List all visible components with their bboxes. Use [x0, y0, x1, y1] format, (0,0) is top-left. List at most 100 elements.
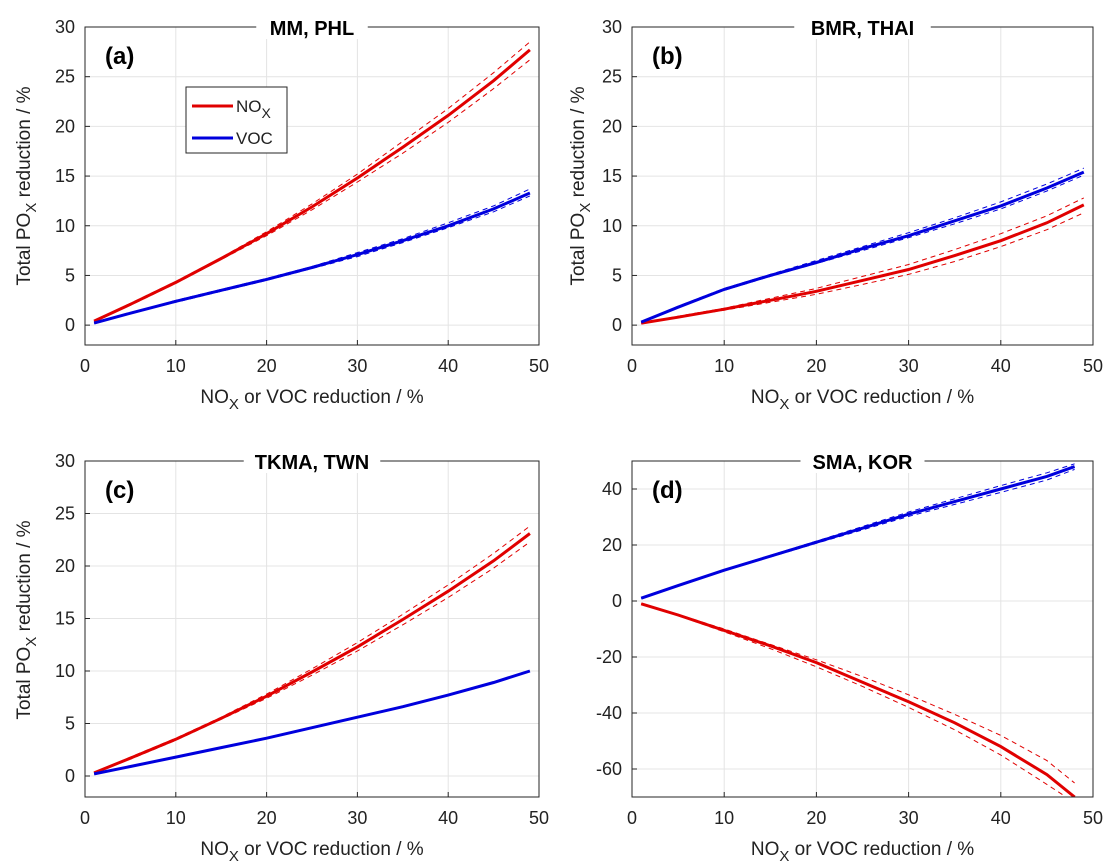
- y-tick-label: 40: [602, 479, 622, 499]
- y-tick-label: 25: [55, 67, 75, 87]
- y-tick-label: 10: [55, 216, 75, 236]
- y-tick-label: 20: [602, 116, 622, 136]
- series-nox-lower-bound: [93, 541, 531, 774]
- x-axis-label-subscript: X: [229, 848, 239, 865]
- x-tick-label: 0: [627, 808, 637, 828]
- panel-d: 0 10 20 30 40 50 -60 -40 -20 0 20 40 SMA, KOR (d) NOX …: [596, 449, 1103, 865]
- x-axis-label-part: NO: [751, 839, 780, 860]
- title-backing: [243, 449, 381, 473]
- x-axis-label-subscript: X: [229, 396, 239, 413]
- x-tick-label: 40: [438, 356, 458, 376]
- x-axis-label: NOX or VOC reduction / %: [751, 839, 974, 865]
- chart-title: SMA, KOR: [813, 452, 914, 474]
- legend-box: [185, 86, 288, 154]
- y-tick-label: -60: [596, 759, 622, 779]
- series-group: [93, 525, 531, 776]
- legend: NOX VOC: [185, 86, 288, 154]
- y-tick-label: -40: [596, 703, 622, 723]
- series-group: [640, 167, 1085, 325]
- panel-label: (d): [652, 477, 683, 504]
- legend-label-no: NOX: [236, 97, 272, 121]
- y-tick-label: 5: [65, 714, 75, 734]
- x-tick-label: 30: [899, 808, 919, 828]
- series-group: [640, 463, 1076, 797]
- series-nox-line: [640, 203, 1085, 325]
- series-nox-lower-bound: [641, 603, 1067, 797]
- series-voc-line: [640, 465, 1076, 600]
- y-tick-label: 0: [65, 315, 75, 335]
- x-tick-label: 0: [80, 808, 90, 828]
- y-tick-label: 10: [602, 216, 622, 236]
- x-tick-label: 20: [806, 356, 826, 376]
- panel-label: (b): [652, 43, 683, 70]
- series-voc-lower-bound: [641, 468, 1075, 599]
- series-nox-line: [640, 602, 1076, 797]
- x-axis-label-part: or VOC reduction / %: [239, 387, 424, 408]
- y-axis-label-subscript: X: [23, 203, 40, 213]
- y-tick-label: -20: [596, 647, 622, 667]
- x-tick-label: 0: [627, 356, 637, 376]
- x-tick-label: 10: [714, 356, 734, 376]
- series-nox-line: [93, 532, 531, 775]
- y-axis-label-subscript: X: [577, 203, 594, 213]
- y-tick-label: 10: [55, 661, 75, 681]
- y-tick-label: 15: [55, 609, 75, 629]
- x-axis-label-part: NO: [200, 387, 229, 408]
- series-nox-upper-bound: [641, 197, 1085, 324]
- y-tick-label: 5: [65, 265, 75, 285]
- chart-title: TKMA, TWN: [255, 452, 369, 474]
- chart-title: MM, PHL: [270, 18, 354, 40]
- y-tick-label: 20: [55, 556, 75, 576]
- y-axis-label-subscript: X: [23, 637, 40, 647]
- y-tick-label: 30: [55, 17, 75, 37]
- chart-title: BMR, THAI: [811, 18, 914, 40]
- legend-label-voc: VOC: [236, 129, 273, 148]
- plot-area: [632, 461, 1093, 797]
- y-tick-label: 30: [602, 17, 622, 37]
- series-voc-line: [93, 669, 531, 776]
- y-tick-label: 20: [55, 116, 75, 136]
- x-tick-label: 20: [257, 356, 277, 376]
- y-tick-label: 20: [602, 535, 622, 555]
- y-axis-label-part: reduction / %: [568, 86, 589, 202]
- x-tick-label: 30: [899, 356, 919, 376]
- y-tick-label: 15: [55, 166, 75, 186]
- title-backing: [256, 15, 368, 39]
- y-tick-label: 25: [602, 67, 622, 87]
- series-voc-line: [640, 170, 1085, 324]
- y-axis-label: Total POX reduction / %: [14, 520, 40, 719]
- x-tick-label: 40: [991, 356, 1011, 376]
- legend-label-text: VOC: [236, 129, 273, 148]
- plot-area: [85, 27, 539, 345]
- x-tick-label: 50: [1083, 356, 1103, 376]
- y-axis-label-part: Total PO: [568, 213, 589, 286]
- y-tick-label: 25: [55, 504, 75, 524]
- x-axis-label-part: or VOC reduction / %: [789, 387, 974, 408]
- series-voc-line: [93, 191, 531, 325]
- x-axis-label-part: or VOC reduction / %: [239, 839, 424, 860]
- x-axis-label-subscript: X: [779, 848, 789, 865]
- x-axis-label-part: NO: [751, 387, 780, 408]
- y-axis-label-part: reduction / %: [14, 520, 35, 636]
- legend-label-subscript: X: [262, 105, 272, 121]
- y-tick-label: 0: [612, 591, 622, 611]
- y-axis-label-part: Total PO: [14, 213, 35, 286]
- series-group: [93, 41, 531, 325]
- y-tick-label: 0: [612, 315, 622, 335]
- x-axis-label: NOX or VOC reduction / %: [200, 387, 423, 413]
- plot-area: [85, 461, 539, 797]
- x-tick-label: 20: [257, 808, 277, 828]
- x-axis-label: NOX or VOC reduction / %: [751, 387, 974, 413]
- x-tick-label: 50: [529, 356, 549, 376]
- series-voc-lower-bound: [93, 195, 531, 324]
- x-axis-label: NOX or VOC reduction / %: [200, 839, 423, 865]
- y-axis-label-part: Total PO: [14, 647, 35, 720]
- title-backing: [794, 15, 931, 39]
- x-tick-label: 50: [529, 808, 549, 828]
- panel-label: (c): [105, 477, 134, 504]
- y-tick-label: 0: [65, 766, 75, 786]
